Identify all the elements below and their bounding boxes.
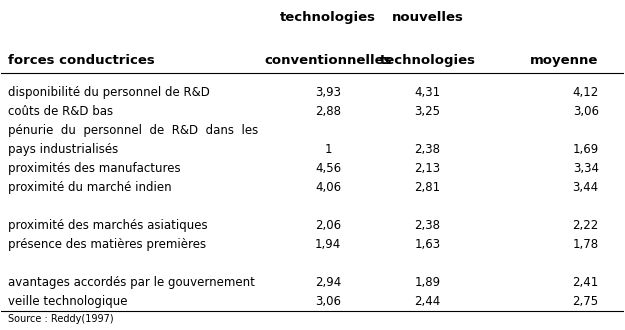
Text: 2,75: 2,75 bbox=[572, 295, 599, 308]
Text: disponibilité du personnel de R&D: disponibilité du personnel de R&D bbox=[8, 86, 209, 99]
Text: coûts de R&D bas: coûts de R&D bas bbox=[8, 106, 112, 118]
Text: 1,89: 1,89 bbox=[414, 276, 441, 289]
Text: 1,78: 1,78 bbox=[572, 238, 599, 251]
Text: proximité des marchés asiatiques: proximité des marchés asiatiques bbox=[8, 219, 208, 232]
Text: 4,31: 4,31 bbox=[414, 86, 441, 99]
Text: nouvelles: nouvelles bbox=[392, 11, 464, 24]
Text: Source : Reddy(1997): Source : Reddy(1997) bbox=[8, 314, 113, 324]
Text: proximité du marché indien: proximité du marché indien bbox=[8, 182, 171, 194]
Text: 1,63: 1,63 bbox=[414, 238, 441, 251]
Text: 2,38: 2,38 bbox=[414, 219, 441, 232]
Text: 4,56: 4,56 bbox=[315, 162, 341, 175]
Text: veille technologique: veille technologique bbox=[8, 295, 127, 308]
Text: 3,06: 3,06 bbox=[572, 106, 599, 118]
Text: 4,06: 4,06 bbox=[315, 182, 341, 194]
Text: 3,44: 3,44 bbox=[572, 182, 599, 194]
Text: 2,44: 2,44 bbox=[414, 295, 441, 308]
Text: technologies: technologies bbox=[379, 54, 476, 67]
Text: 2,22: 2,22 bbox=[572, 219, 599, 232]
Text: forces conductrices: forces conductrices bbox=[8, 54, 154, 67]
Text: avantages accordés par le gouvernement: avantages accordés par le gouvernement bbox=[8, 276, 254, 289]
Text: conventionnelles: conventionnelles bbox=[264, 54, 392, 67]
Text: 2,94: 2,94 bbox=[315, 276, 341, 289]
Text: pénurie  du  personnel  de  R&D  dans  les: pénurie du personnel de R&D dans les bbox=[8, 124, 258, 137]
Text: 2,38: 2,38 bbox=[414, 144, 441, 156]
Text: 2,13: 2,13 bbox=[414, 162, 441, 175]
Text: 2,41: 2,41 bbox=[572, 276, 599, 289]
Text: 1,69: 1,69 bbox=[572, 144, 599, 156]
Text: 3,93: 3,93 bbox=[315, 86, 341, 99]
Text: 3,06: 3,06 bbox=[315, 295, 341, 308]
Text: 1,94: 1,94 bbox=[315, 238, 341, 251]
Text: technologies: technologies bbox=[280, 11, 376, 24]
Text: présence des matières premières: présence des matières premières bbox=[8, 238, 206, 251]
Text: 2,06: 2,06 bbox=[315, 219, 341, 232]
Text: 4,12: 4,12 bbox=[572, 86, 599, 99]
Text: pays industrialisés: pays industrialisés bbox=[8, 144, 118, 156]
Text: 3,34: 3,34 bbox=[572, 162, 599, 175]
Text: moyenne: moyenne bbox=[531, 54, 599, 67]
Text: proximités des manufactures: proximités des manufactures bbox=[8, 162, 180, 175]
Text: 1: 1 bbox=[324, 144, 332, 156]
Text: 3,25: 3,25 bbox=[414, 106, 441, 118]
Text: 2,88: 2,88 bbox=[315, 106, 341, 118]
Text: 2,81: 2,81 bbox=[414, 182, 441, 194]
